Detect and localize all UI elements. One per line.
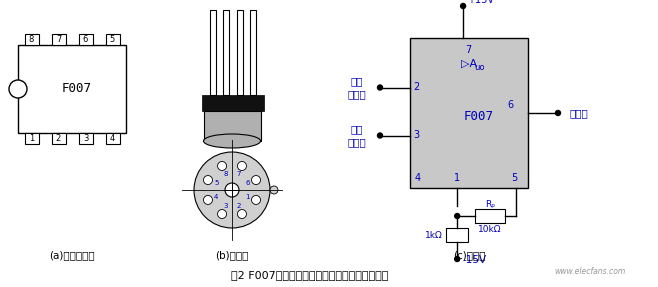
- Text: 6: 6: [507, 100, 513, 110]
- Text: 5: 5: [214, 181, 218, 187]
- Bar: [446, 228, 468, 242]
- Circle shape: [203, 195, 213, 204]
- Text: 5: 5: [511, 173, 517, 183]
- Text: 同相: 同相: [351, 125, 363, 135]
- Text: 7: 7: [465, 45, 471, 55]
- Text: +15V: +15V: [467, 0, 494, 5]
- Bar: [18, 45, 126, 133]
- Bar: [78, 133, 93, 144]
- Bar: [204, 111, 261, 141]
- Text: 图2 F007集成运算放大器的外形、管脚和符号图: 图2 F007集成运算放大器的外形、管脚和符号图: [232, 270, 389, 280]
- Text: 2: 2: [413, 82, 419, 92]
- Text: ▷A: ▷A: [461, 59, 477, 69]
- Text: 3: 3: [413, 129, 419, 139]
- Text: 7: 7: [56, 35, 61, 44]
- Ellipse shape: [203, 134, 261, 148]
- Text: 3: 3: [83, 134, 88, 143]
- Bar: [249, 10, 255, 95]
- Text: 6: 6: [245, 181, 250, 187]
- Text: 1: 1: [245, 193, 250, 199]
- Circle shape: [251, 195, 261, 204]
- Bar: [51, 34, 66, 45]
- Circle shape: [203, 176, 213, 185]
- Bar: [51, 133, 66, 144]
- Text: 7: 7: [236, 171, 241, 177]
- Circle shape: [378, 85, 382, 90]
- Bar: [222, 10, 228, 95]
- Text: 10kΩ: 10kΩ: [478, 224, 502, 234]
- Text: -15V: -15V: [462, 255, 486, 265]
- Text: (a)双列直插式: (a)双列直插式: [49, 250, 95, 260]
- Circle shape: [225, 183, 239, 197]
- Bar: [236, 10, 243, 95]
- Bar: [202, 95, 264, 111]
- Text: 1: 1: [29, 134, 34, 143]
- Circle shape: [251, 176, 261, 185]
- Text: (b)图壳式: (b)图壳式: [215, 250, 249, 260]
- Circle shape: [238, 162, 247, 170]
- Circle shape: [218, 210, 226, 218]
- Circle shape: [238, 210, 247, 218]
- Text: F007: F007: [62, 82, 92, 96]
- Text: 8: 8: [29, 35, 34, 44]
- Text: 4: 4: [214, 193, 218, 199]
- Circle shape: [270, 186, 278, 194]
- Bar: [209, 10, 216, 95]
- Bar: [24, 34, 39, 45]
- Text: 4: 4: [415, 173, 421, 183]
- Circle shape: [555, 110, 561, 115]
- Circle shape: [194, 152, 270, 228]
- Circle shape: [9, 80, 27, 98]
- Circle shape: [455, 214, 460, 218]
- Text: 1: 1: [454, 173, 460, 183]
- Text: 4: 4: [110, 134, 115, 143]
- Bar: [24, 133, 39, 144]
- Text: 输出端: 输出端: [570, 108, 589, 118]
- Bar: [78, 34, 93, 45]
- Bar: [105, 133, 120, 144]
- Text: 2: 2: [236, 203, 241, 209]
- Text: uo: uo: [474, 63, 484, 73]
- Circle shape: [461, 3, 466, 9]
- Text: F007: F007: [463, 110, 494, 123]
- Circle shape: [218, 162, 226, 170]
- Text: Rₚ: Rₚ: [485, 201, 495, 210]
- Circle shape: [455, 257, 460, 261]
- Text: 输入端: 输入端: [347, 137, 367, 148]
- Text: 输入端: 输入端: [347, 90, 367, 100]
- Bar: [105, 34, 120, 45]
- Text: 8: 8: [223, 171, 228, 177]
- Text: 2: 2: [56, 134, 61, 143]
- Text: 3: 3: [223, 203, 228, 209]
- Circle shape: [378, 133, 382, 138]
- Text: (c)符号号: (c)符号号: [453, 250, 485, 260]
- Text: 6: 6: [83, 35, 88, 44]
- Bar: [475, 209, 505, 223]
- Text: www.elecfans.com: www.elecfans.com: [555, 267, 626, 276]
- Text: 反相: 反相: [351, 77, 363, 86]
- Bar: [410, 38, 528, 188]
- Text: 5: 5: [110, 35, 115, 44]
- Text: 1kΩ: 1kΩ: [426, 230, 443, 239]
